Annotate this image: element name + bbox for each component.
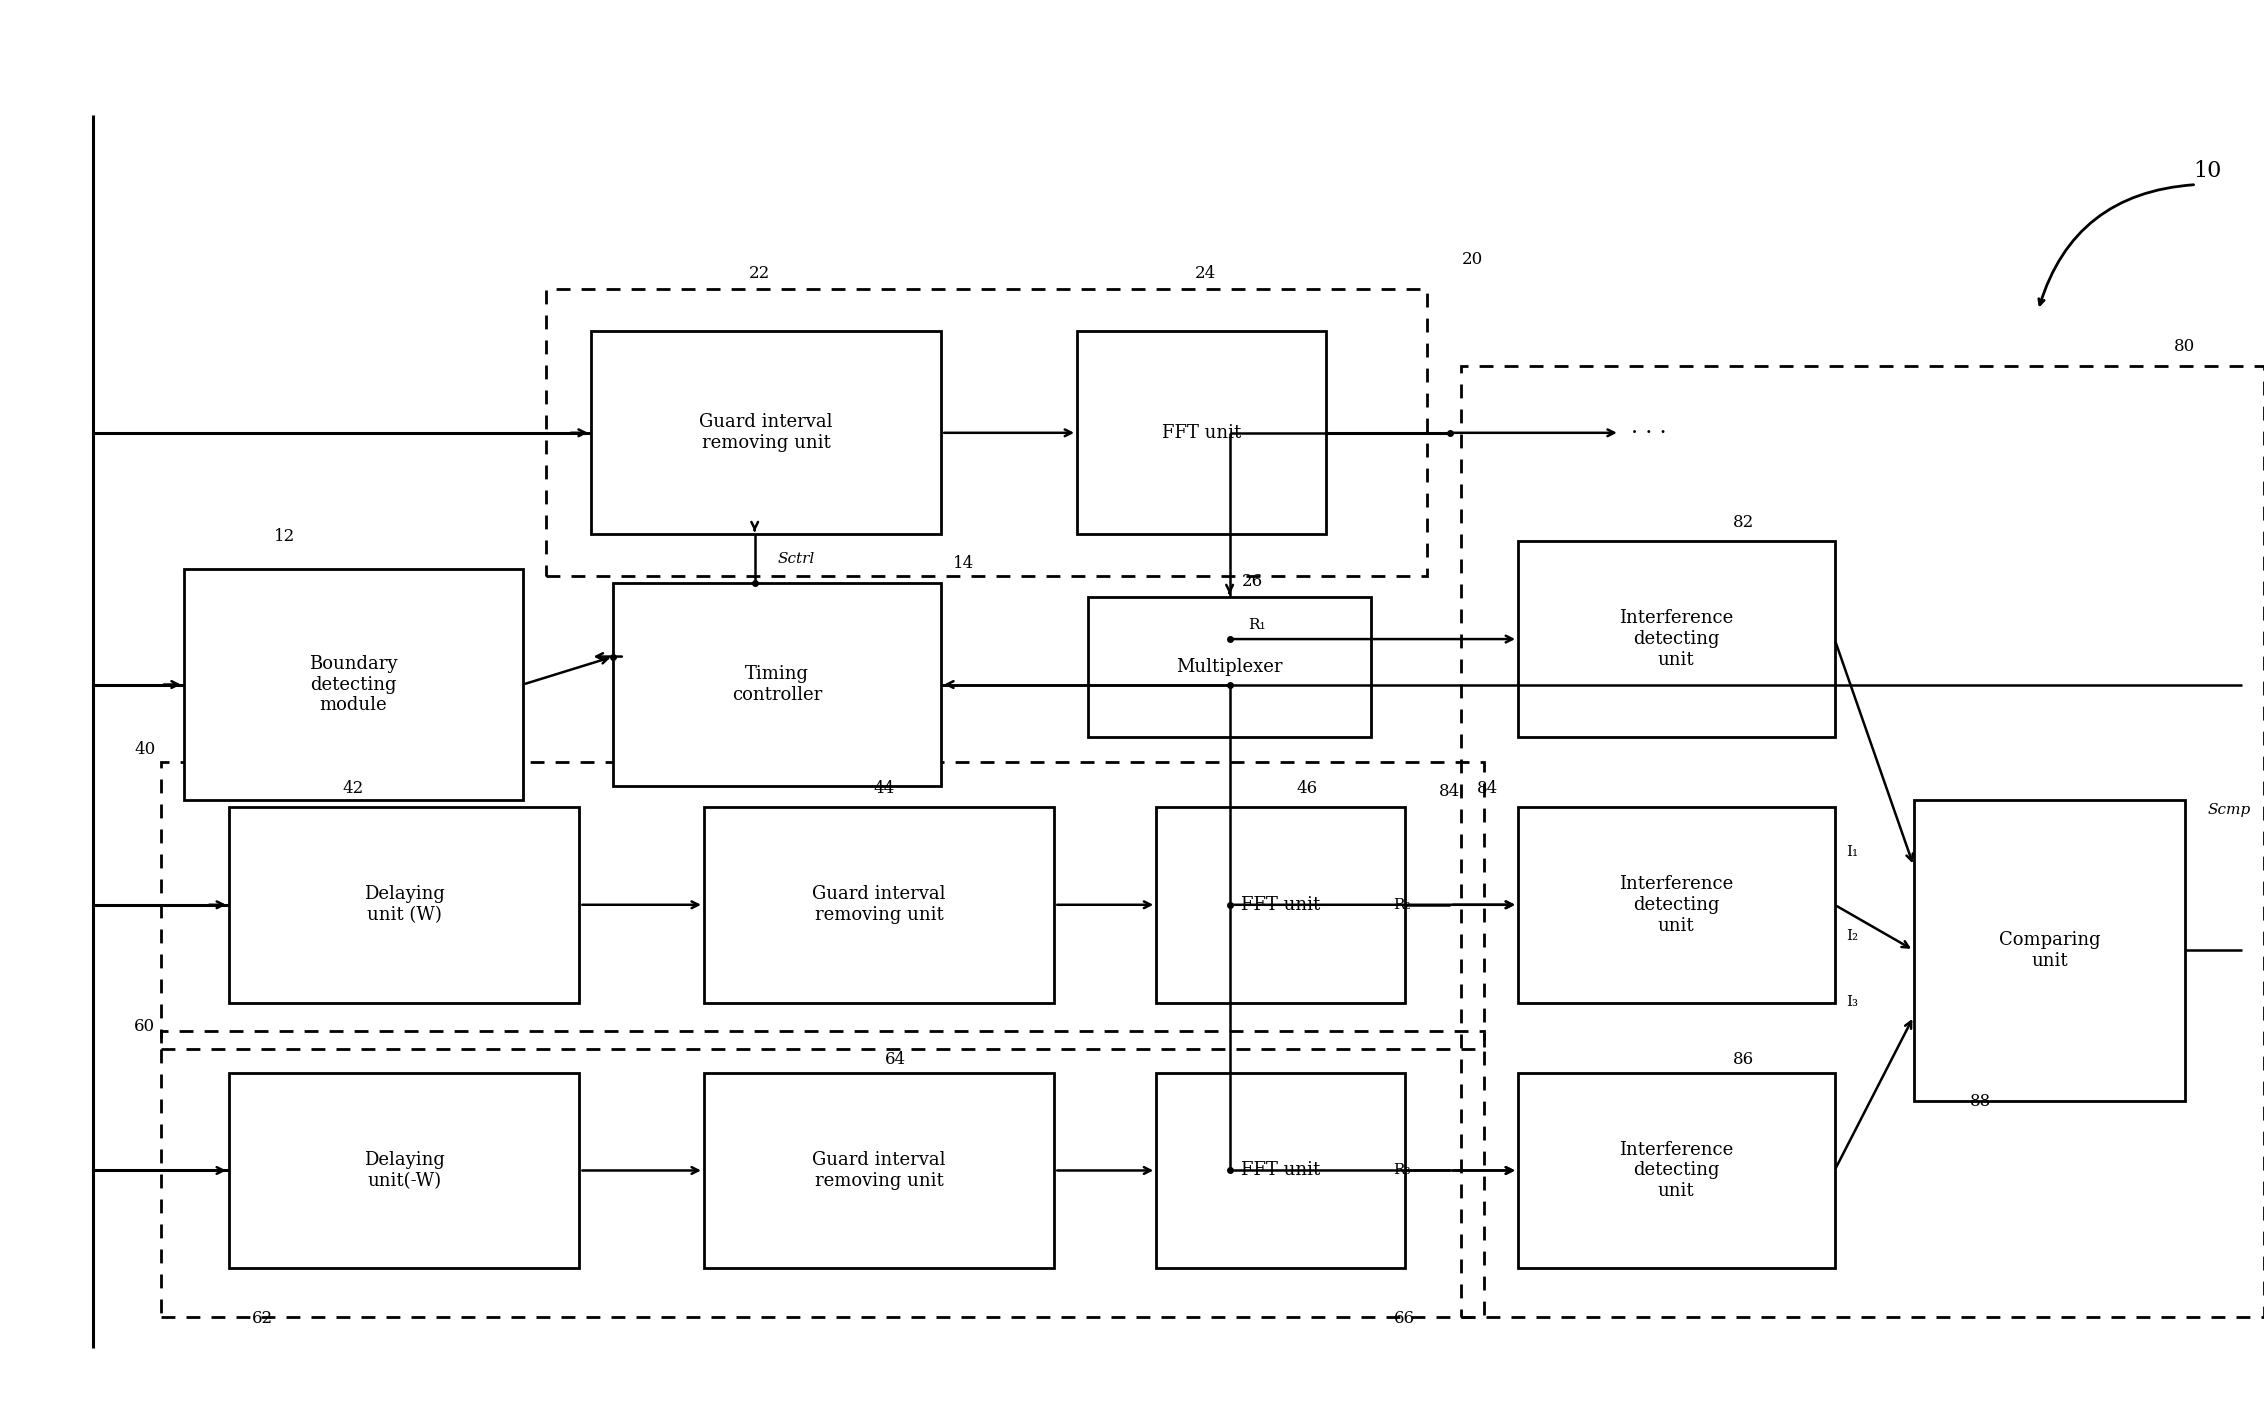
Text: Delaying
unit(-W): Delaying unit(-W) (363, 1151, 444, 1189)
FancyBboxPatch shape (592, 331, 941, 534)
FancyBboxPatch shape (1519, 807, 1834, 1002)
Text: Timing
controller: Timing controller (732, 665, 823, 703)
FancyBboxPatch shape (1077, 331, 1326, 534)
Text: Interference
detecting
unit: Interference detecting unit (1619, 609, 1734, 668)
Text: 20: 20 (1462, 251, 1483, 268)
Text: R₂: R₂ (1394, 897, 1410, 911)
Text: R₁: R₁ (1247, 618, 1265, 632)
FancyBboxPatch shape (1519, 541, 1834, 737)
Text: I₁: I₁ (1845, 845, 1859, 859)
Text: 24: 24 (1195, 265, 1215, 282)
Text: I₃: I₃ (1845, 995, 1859, 1009)
Text: 66: 66 (1394, 1310, 1415, 1327)
Text: 12: 12 (274, 528, 295, 545)
FancyBboxPatch shape (614, 583, 941, 786)
Text: Multiplexer: Multiplexer (1177, 658, 1283, 677)
Text: 82: 82 (1732, 514, 1755, 531)
Text: 84: 84 (1440, 783, 1460, 800)
FancyBboxPatch shape (229, 807, 580, 1002)
Text: 10: 10 (2194, 160, 2222, 181)
Text: Boundary
detecting
module: Boundary detecting module (308, 654, 397, 715)
Text: 64: 64 (884, 1052, 907, 1068)
Text: 40: 40 (134, 741, 154, 758)
Text: 14: 14 (952, 555, 975, 571)
Text: Comparing
unit: Comparing unit (1999, 931, 2099, 970)
FancyBboxPatch shape (229, 1073, 580, 1268)
Text: 84: 84 (1478, 781, 1498, 797)
Text: FFT unit: FFT unit (1240, 896, 1319, 914)
Text: 26: 26 (1242, 573, 1263, 590)
FancyBboxPatch shape (1519, 1073, 1834, 1268)
Text: Guard interval
removing unit: Guard interval removing unit (812, 886, 945, 924)
Text: 42: 42 (342, 781, 363, 797)
Text: Interference
detecting
unit: Interference detecting unit (1619, 1140, 1734, 1200)
Text: I₂: I₂ (1845, 929, 1859, 943)
FancyBboxPatch shape (1913, 800, 2185, 1101)
FancyBboxPatch shape (1156, 1073, 1406, 1268)
Text: 46: 46 (1297, 781, 1317, 797)
Text: 88: 88 (1970, 1094, 1990, 1111)
Text: 86: 86 (1732, 1052, 1755, 1068)
Text: Sctrl: Sctrl (778, 552, 814, 566)
Text: Delaying
unit (W): Delaying unit (W) (363, 886, 444, 924)
FancyBboxPatch shape (1156, 807, 1406, 1002)
Text: Guard interval
removing unit: Guard interval removing unit (812, 1151, 945, 1189)
Text: FFT unit: FFT unit (1161, 424, 1240, 442)
FancyBboxPatch shape (703, 1073, 1054, 1268)
Text: FFT unit: FFT unit (1240, 1161, 1319, 1179)
Text: 60: 60 (134, 1018, 154, 1035)
Text: Interference
detecting
unit: Interference detecting unit (1619, 875, 1734, 935)
Text: Guard interval
removing unit: Guard interval removing unit (698, 413, 832, 452)
Text: R₃: R₃ (1394, 1164, 1410, 1178)
Text: Scmp: Scmp (2208, 803, 2251, 817)
Text: 80: 80 (2174, 338, 2194, 355)
FancyBboxPatch shape (1088, 597, 1372, 737)
FancyBboxPatch shape (184, 569, 524, 800)
Text: · · ·: · · · (1630, 421, 1666, 444)
Text: 44: 44 (873, 781, 895, 797)
Text: 22: 22 (748, 265, 771, 282)
FancyBboxPatch shape (703, 807, 1054, 1002)
Text: 62: 62 (252, 1310, 272, 1327)
